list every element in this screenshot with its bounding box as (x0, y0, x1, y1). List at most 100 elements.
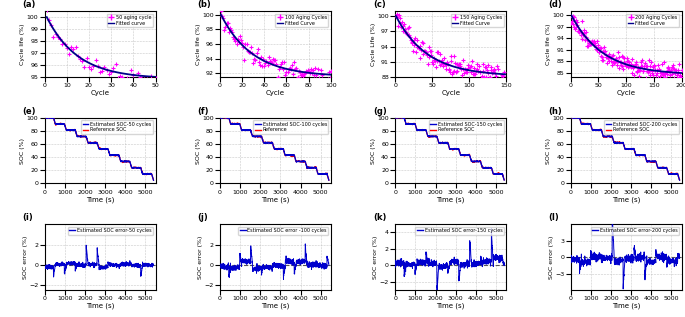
Point (425, 49, 436, 54)
Point (108, 66, 119, 71)
Point (663, 64, 674, 69)
Point (493, 66, 503, 71)
Point (64, 52, 75, 57)
Point (269, 58, 279, 63)
Point (577, 37, 588, 42)
Point (596, 54, 607, 59)
Point (566, 18, 577, 23)
Point (314, 79, 325, 84)
Point (604, 55, 615, 60)
Point (587, 39, 598, 44)
Point (439, 62, 450, 67)
Point (488, 69, 499, 74)
Point (590, 47, 601, 52)
X-axis label: Cycle: Cycle (266, 89, 285, 95)
Point (485, 64, 496, 69)
Point (282, 70, 293, 75)
Text: (a): (a) (23, 0, 36, 9)
Point (616, 54, 627, 59)
Point (116, 74, 127, 79)
Point (225, 28, 236, 33)
Point (313, 75, 324, 80)
Text: (k): (k) (373, 213, 386, 222)
Point (132, 70, 143, 75)
Point (608, 60, 619, 65)
Legend: Estimated SOC error -100 cycles: Estimated SOC error -100 cycles (238, 227, 328, 235)
Point (600, 53, 611, 58)
Point (655, 73, 666, 78)
Point (128, 73, 139, 78)
Point (603, 51, 614, 56)
Point (227, 34, 238, 39)
Point (575, 32, 586, 37)
Point (643, 69, 653, 74)
Point (492, 63, 503, 68)
Point (573, 28, 584, 33)
Point (668, 65, 679, 70)
Point (664, 67, 675, 72)
Point (672, 67, 683, 72)
Point (627, 70, 638, 75)
Point (593, 44, 603, 49)
Legend: 100 Aging Cycles, Fitted Curve: 100 Aging Cycles, Fitted Curve (275, 14, 328, 27)
Point (420, 50, 431, 55)
Point (491, 78, 502, 83)
X-axis label: Cycle: Cycle (90, 89, 110, 95)
Y-axis label: SOC (%): SOC (%) (21, 138, 25, 164)
Legend: 200 Aging Cycles, Fitted Curve: 200 Aging Cycles, Fitted Curve (626, 14, 679, 27)
Point (320, 78, 331, 83)
Point (588, 38, 599, 43)
Point (595, 45, 606, 50)
Point (92, 63, 103, 68)
Point (286, 67, 297, 72)
Point (221, 20, 232, 25)
Point (475, 70, 486, 75)
Point (632, 64, 643, 69)
Point (272, 75, 283, 80)
Point (577, 32, 588, 37)
Point (640, 75, 651, 80)
Point (465, 63, 476, 68)
Point (436, 61, 447, 66)
Point (424, 55, 435, 60)
Point (70, 45, 81, 50)
Point (575, 29, 586, 34)
Point (315, 67, 326, 72)
Point (601, 54, 612, 59)
Point (587, 41, 598, 46)
Point (621, 56, 632, 61)
Point (652, 75, 663, 80)
Point (216, 14, 227, 19)
Point (300, 71, 311, 76)
X-axis label: Cycle: Cycle (616, 89, 636, 95)
Point (247, 50, 258, 55)
Point (610, 59, 621, 64)
Point (578, 28, 589, 33)
Point (288, 72, 299, 77)
Point (421, 49, 432, 54)
Point (227, 29, 238, 34)
Point (410, 36, 421, 41)
Point (599, 49, 610, 54)
Point (241, 41, 252, 46)
Point (634, 74, 645, 79)
Point (486, 68, 497, 73)
Point (592, 38, 603, 43)
Point (458, 70, 469, 75)
Point (622, 59, 633, 64)
Point (289, 60, 300, 65)
Point (674, 62, 685, 67)
Point (271, 61, 282, 67)
Legend: Estimated SOC error-50 cycles: Estimated SOC error-50 cycles (68, 227, 153, 235)
Point (632, 70, 643, 75)
Point (500, 79, 511, 84)
Point (273, 67, 284, 72)
Point (293, 68, 304, 74)
Point (252, 47, 263, 52)
Point (428, 57, 439, 62)
Point (245, 50, 256, 55)
Point (445, 59, 456, 64)
Point (575, 29, 586, 35)
Point (661, 71, 672, 76)
Point (306, 67, 316, 72)
